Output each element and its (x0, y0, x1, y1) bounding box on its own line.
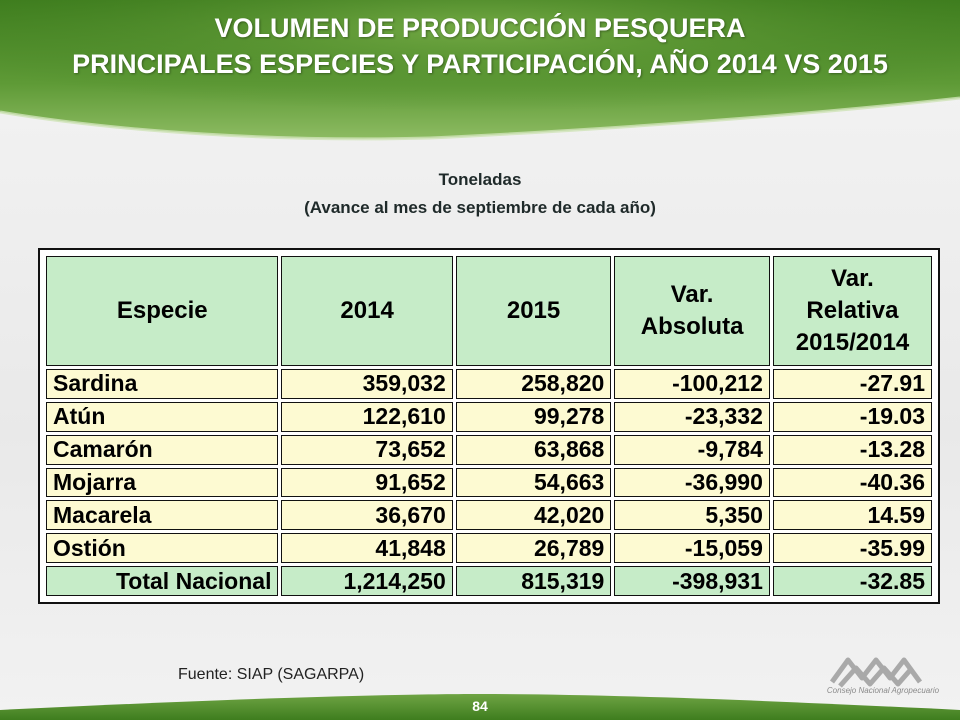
header-var-rel-line1: Var. (831, 265, 874, 292)
table-row: Camarón 73,652 63,868 -9,784 -13.28 (46, 434, 932, 465)
page-number: 84 (472, 698, 488, 714)
cell-especie: Ostión (46, 533, 279, 564)
cell-especie: Camarón (46, 434, 279, 465)
header-var-abs-line2: Absoluta (640, 313, 744, 340)
header-especie: Especie (46, 256, 279, 366)
cell-especie: Sardina (46, 369, 279, 399)
cell-var-rel: -13.28 (772, 434, 932, 465)
cell-2015: 54,663 (455, 467, 612, 498)
cell-var-rel: 14.59 (772, 500, 932, 531)
table-row: Sardina 359,032 258,820 -100,212 -27.91 (46, 369, 932, 399)
header-var-relativa: Var. Relativa 2015/2014 (772, 256, 932, 366)
footer-band (0, 694, 960, 720)
title-line-2: PRINCIPALES ESPECIES Y PARTICIPACIÓN, AÑ… (72, 49, 888, 79)
cell-2015: 258,820 (455, 369, 612, 399)
header-banner (0, 0, 960, 150)
cell-total-var-rel: -32.85 (772, 566, 932, 596)
cell-var-abs: -15,059 (614, 533, 770, 564)
cell-var-abs: -36,990 (614, 467, 770, 498)
cell-2014: 359,032 (281, 369, 453, 399)
header-var-rel-line2: Relativa (806, 297, 899, 324)
cell-2014: 36,670 (281, 500, 453, 531)
table-row: Macarela 36,670 42,020 5,350 14.59 (46, 500, 932, 531)
header-var-rel-line3: 2015/2014 (795, 329, 910, 356)
cell-2015: 99,278 (455, 401, 612, 432)
cell-var-rel: -40.36 (772, 467, 932, 498)
cna-logo-icon (829, 657, 923, 688)
table-header-row: Especie 2014 2015 Var. Absoluta Var. Rel… (46, 256, 932, 366)
cell-total-2014: 1,214,250 (281, 566, 453, 596)
subtitle-period: (Avance al mes de septiembre de cada año… (304, 198, 656, 217)
cell-2014: 41,848 (281, 533, 453, 564)
subtitle-units: Toneladas (438, 170, 522, 189)
cell-2014: 91,652 (281, 467, 453, 498)
cell-especie: Mojarra (46, 467, 279, 498)
cell-total-2015: 815,319 (455, 566, 612, 596)
table-row: Atún 122,610 99,278 -23,332 -19.03 (46, 401, 932, 432)
table-row: Mojarra 91,652 54,663 -36,990 -40.36 (46, 467, 932, 498)
cell-var-rel: -19.03 (772, 401, 932, 432)
table-row: Ostión 41,848 26,789 -15,059 -35.99 (46, 533, 932, 564)
cell-var-abs: -23,332 (614, 401, 770, 432)
cell-2015: 42,020 (455, 500, 612, 531)
cell-var-rel: -27.91 (772, 369, 932, 399)
cell-var-abs: -9,784 (614, 434, 770, 465)
cell-2014: 73,652 (281, 434, 453, 465)
header-2014: 2014 (281, 256, 453, 366)
cell-total-label: Total Nacional (46, 566, 279, 596)
source-note: Fuente: SIAP (SAGARPA) (178, 666, 365, 683)
cell-2014: 122,610 (281, 401, 453, 432)
cell-2015: 26,789 (455, 533, 612, 564)
header-var-abs-line1: Var. (670, 281, 714, 308)
cell-var-abs: -100,212 (614, 369, 770, 399)
cell-total-var-abs: -398,931 (614, 566, 770, 596)
cell-var-rel: -35.99 (772, 533, 932, 564)
cell-2015: 63,868 (455, 434, 612, 465)
header-var-absoluta: Var. Absoluta (614, 256, 770, 366)
header-2015: 2015 (455, 256, 612, 366)
table-total-row: Total Nacional 1,214,250 815,319 -398,93… (46, 566, 932, 596)
production-table: Especie 2014 2015 Var. Absoluta Var. Rel… (38, 248, 940, 604)
logo-caption: Consejo Nacional Agropecuario (826, 686, 940, 695)
cell-especie: Macarela (46, 500, 279, 531)
cell-especie: Atún (46, 401, 279, 432)
title-line-1: VOLUMEN DE PRODUCCIÓN PESQUERA (214, 13, 746, 43)
cell-var-abs: 5,350 (614, 500, 770, 531)
page-title: VOLUMEN DE PRODUCCIÓN PESQUERA PRINCIPAL… (0, 10, 960, 82)
